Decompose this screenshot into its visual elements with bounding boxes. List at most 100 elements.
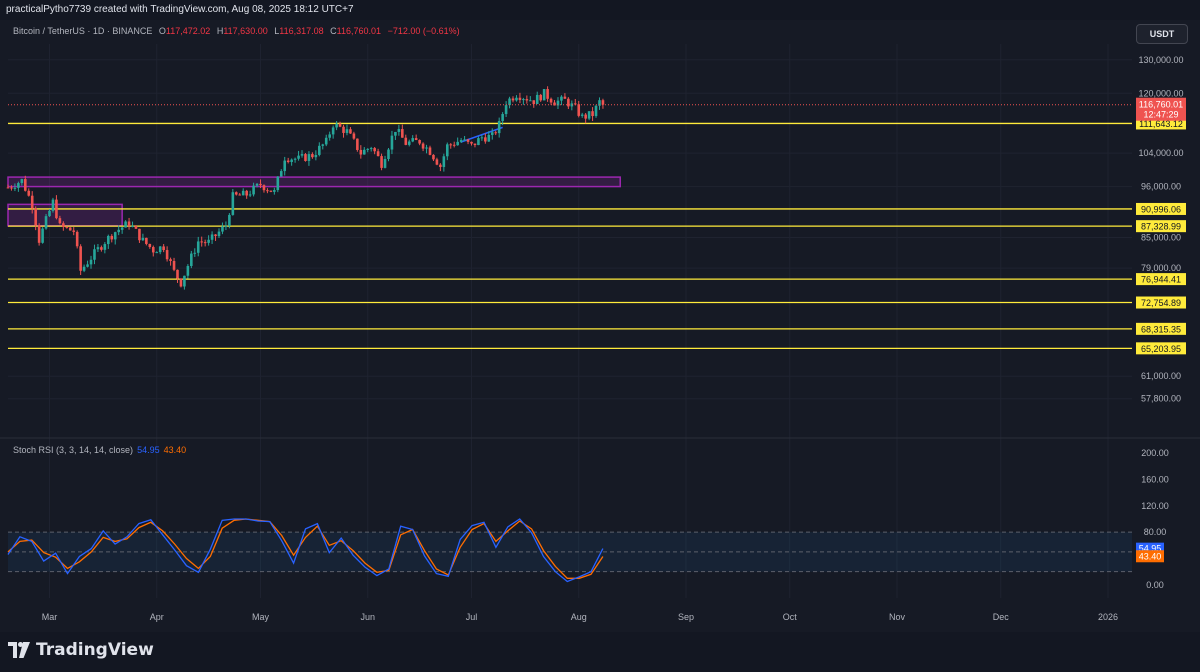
candle-body <box>490 132 494 135</box>
level-label-bg <box>1136 273 1186 286</box>
candle-body <box>297 155 300 159</box>
candle-body <box>120 227 124 230</box>
candle-body <box>463 139 466 141</box>
candle-body <box>217 231 221 237</box>
candle-body <box>549 98 553 103</box>
candle-body <box>404 137 408 145</box>
candle-body <box>176 269 179 279</box>
stoch-k-line <box>7 518 604 583</box>
candle-body <box>570 103 574 107</box>
candle-body <box>529 100 532 102</box>
candle-body <box>487 134 491 142</box>
stoch-tick-label: 120.00 <box>1141 501 1169 511</box>
candle-body <box>553 102 556 106</box>
candle-body <box>34 208 37 226</box>
candle-body <box>601 100 605 105</box>
candle-body <box>563 96 567 99</box>
candle-body <box>591 111 594 117</box>
time-axis[interactable]: Mar Apr May Jun Jul Aug Sep Oct Nov Dec 2026 <box>42 612 1118 622</box>
candle-body <box>27 190 31 196</box>
candle-body <box>342 126 345 133</box>
time-tick-label: Aug <box>571 612 587 622</box>
high-value: 117,630.00 <box>223 26 268 36</box>
candle-body <box>283 160 287 172</box>
purple-zone-upper <box>7 176 621 188</box>
stoch-k-badge-label: 54.95 <box>1139 544 1162 554</box>
level-label: 72,754.89 <box>1141 298 1181 308</box>
candle-body <box>100 247 103 250</box>
candle-body <box>321 144 325 146</box>
footer <box>0 632 1200 672</box>
price-axis[interactable]: 130,000.00 120,000.00 104,000.00 96,000.00 8… <box>0 55 1200 439</box>
price-tick-label: 85,000.00 <box>1141 232 1181 242</box>
candle-body <box>207 239 210 243</box>
candle-body <box>183 275 186 287</box>
candle-body <box>13 187 17 189</box>
price-tick-label: 130,000.00 <box>1138 55 1183 65</box>
candle-body <box>511 98 515 101</box>
candle-body <box>238 194 242 196</box>
tradingview-logo[interactable]: TradingView <box>8 640 154 660</box>
candle-body <box>179 278 183 287</box>
time-tick-label: 2026 <box>1098 612 1118 622</box>
candle-body <box>138 228 141 241</box>
candle-body <box>349 129 352 134</box>
candle-body <box>456 141 459 146</box>
candle-body <box>324 137 328 145</box>
level-label: 111,643.12 <box>1139 119 1183 129</box>
candle-body <box>442 156 446 167</box>
candle-body <box>262 185 266 191</box>
stoch-rsi-title[interactable]: Stoch RSI (3, 3, 14, 14, close) <box>13 445 134 455</box>
candle-body <box>96 247 100 250</box>
close-label: C <box>330 26 337 36</box>
candle-body <box>127 221 131 227</box>
candle-body <box>155 252 159 254</box>
support-resistance-lines: 111,643.12 90,996.06 87,328.99 76,944.41 72,… <box>8 117 1186 355</box>
candle-body <box>331 127 335 135</box>
candle-body <box>172 260 176 270</box>
candle-body <box>497 121 501 134</box>
time-tick-label: Sep <box>678 612 694 622</box>
candle-body <box>200 241 204 243</box>
currency-button[interactable]: USDT <box>1136 24 1188 44</box>
stoch-k-value: 54.95 <box>137 445 160 455</box>
open-value: 117,472.02 <box>165 26 211 36</box>
candle-body <box>55 199 58 219</box>
candle-body <box>387 149 390 159</box>
candle-body <box>162 246 165 251</box>
level-label-bg <box>1136 342 1186 355</box>
candle-body <box>411 138 415 142</box>
candle-body <box>190 253 193 266</box>
candle-body <box>93 249 96 260</box>
candle-body <box>546 89 549 99</box>
candle-body <box>117 229 120 233</box>
current-price-badge <box>1136 97 1186 121</box>
candle-body <box>466 139 470 142</box>
stoch-d-badge <box>1136 550 1164 563</box>
candle-body <box>44 216 48 229</box>
symbol-legend: Bitcoin / TetherUS · 1D · BINANCE O117,4… <box>13 26 460 36</box>
level-label: 87,328.99 <box>1141 222 1181 232</box>
time-tick-label: Oct <box>783 612 798 622</box>
candle-body <box>484 137 487 142</box>
candle-body <box>414 138 418 141</box>
candle-body <box>390 135 394 150</box>
candle-body <box>58 218 62 224</box>
candle-body <box>79 246 82 271</box>
candle-body <box>82 266 86 271</box>
candle-body <box>131 225 134 227</box>
candle-body <box>376 151 380 157</box>
low-label: L <box>274 26 280 36</box>
level-label-bg <box>1136 202 1186 215</box>
candle-body <box>425 147 428 149</box>
current-price-label: 116,760.01 <box>1139 100 1183 110</box>
candle-body <box>335 123 338 128</box>
candle-body <box>110 235 114 240</box>
level-label: 65,203.95 <box>1141 344 1181 354</box>
time-tick-label: Dec <box>993 612 1010 622</box>
stoch-tick-label: 80.00 <box>1144 527 1167 537</box>
symbol-name[interactable]: Bitcoin / TetherUS · 1D · BINANCE <box>13 26 153 36</box>
time-tick-label: Apr <box>150 612 164 622</box>
